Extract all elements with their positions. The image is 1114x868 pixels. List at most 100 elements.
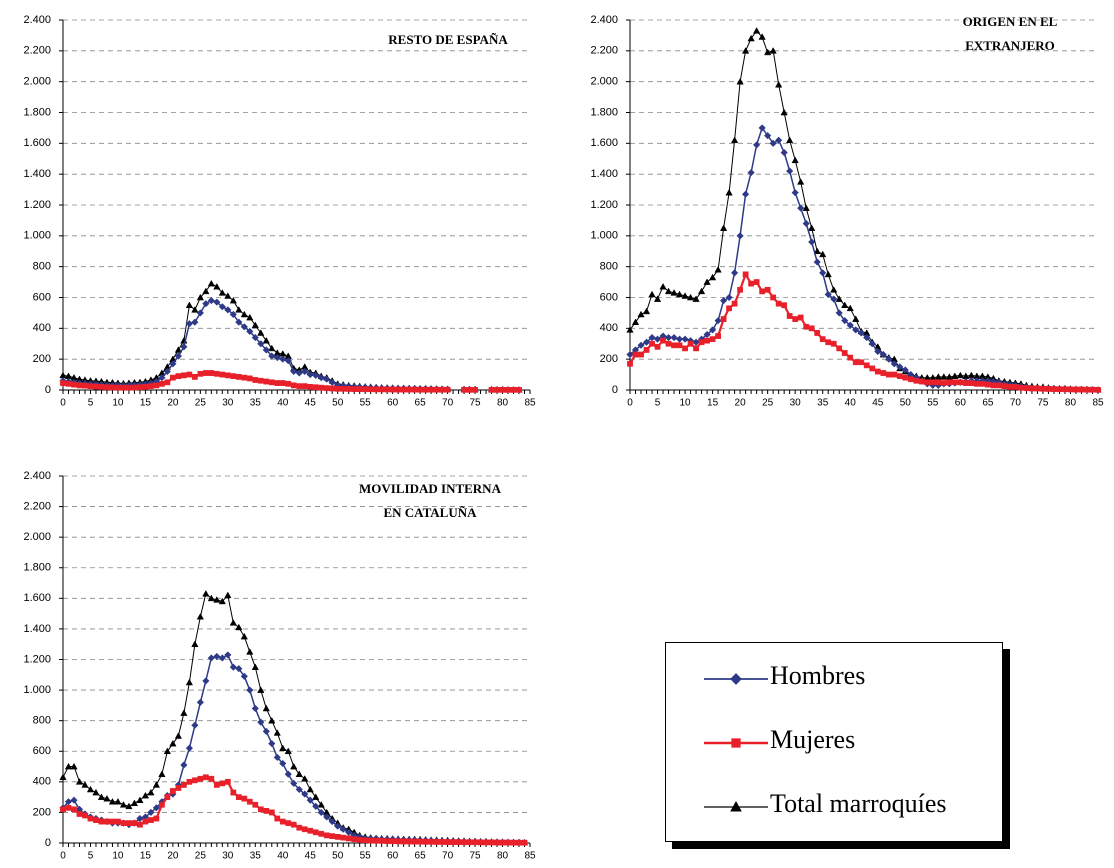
marker — [224, 306, 232, 314]
marker — [759, 288, 766, 295]
marker — [913, 377, 920, 384]
marker — [499, 839, 506, 846]
marker — [763, 131, 772, 140]
marker — [742, 271, 749, 278]
marker — [494, 386, 500, 393]
marker — [317, 808, 325, 817]
marker — [808, 238, 816, 246]
marker — [852, 359, 859, 366]
marker — [148, 817, 154, 823]
marker — [736, 232, 744, 240]
marker — [455, 839, 462, 845]
marker — [907, 376, 914, 383]
marker — [175, 373, 182, 380]
y-tick-label: 800 — [600, 261, 618, 273]
marker — [670, 289, 678, 296]
marker — [290, 821, 297, 828]
y-tick-label: 0 — [45, 837, 51, 849]
marker — [819, 336, 826, 343]
marker — [406, 838, 413, 845]
marker — [675, 290, 684, 298]
marker — [93, 817, 99, 823]
y-tick-label: 2.400 — [23, 470, 51, 482]
legend-label: Hombres — [770, 661, 866, 690]
marker — [642, 338, 651, 346]
marker — [1018, 384, 1024, 391]
marker — [169, 739, 177, 747]
marker — [59, 773, 67, 781]
marker — [1067, 386, 1074, 393]
marker — [136, 796, 144, 803]
marker — [279, 818, 286, 825]
x-tick-label: 55 — [360, 851, 372, 862]
marker — [213, 596, 221, 603]
marker — [792, 316, 799, 322]
marker — [152, 781, 161, 788]
marker — [93, 383, 99, 390]
marker — [1056, 386, 1063, 393]
marker — [230, 789, 237, 796]
marker — [411, 386, 418, 393]
marker — [433, 386, 440, 393]
chart-title: ORIGEN EN EL EXTRANJERO — [962, 14, 1058, 53]
marker — [786, 313, 793, 319]
marker — [230, 373, 237, 380]
marker — [196, 612, 204, 620]
marker — [323, 813, 331, 821]
marker — [1084, 386, 1090, 393]
y-tick-label: 400 — [600, 322, 618, 334]
x-tick-label: 75 — [469, 851, 481, 862]
marker — [246, 798, 253, 805]
marker — [224, 651, 232, 659]
marker — [246, 375, 253, 382]
marker — [466, 386, 473, 393]
marker — [505, 386, 511, 393]
marker — [148, 383, 154, 390]
marker — [896, 373, 903, 380]
marker — [224, 591, 232, 599]
marker — [935, 379, 942, 386]
marker — [252, 377, 259, 383]
marker — [395, 386, 402, 393]
marker — [384, 386, 391, 393]
marker — [64, 762, 73, 770]
marker — [273, 729, 281, 736]
marker — [207, 296, 215, 305]
marker — [516, 839, 522, 846]
marker — [142, 384, 149, 390]
marker — [125, 802, 133, 810]
marker — [835, 309, 843, 317]
marker — [137, 821, 143, 828]
marker — [208, 775, 215, 782]
marker — [719, 296, 728, 305]
marker — [868, 340, 876, 348]
x-tick-label: 10 — [112, 398, 124, 409]
y-tick-label: 600 — [33, 745, 51, 757]
marker — [153, 382, 160, 389]
marker — [714, 316, 722, 325]
marker — [643, 347, 650, 353]
marker — [147, 808, 155, 817]
x-tick-label: 30 — [222, 398, 234, 409]
marker — [196, 309, 205, 317]
marker — [984, 381, 991, 388]
y-tick-label: 1.000 — [590, 230, 618, 242]
marker — [312, 384, 319, 391]
marker — [781, 302, 788, 309]
marker — [312, 802, 320, 810]
marker — [748, 280, 755, 287]
marker — [510, 839, 517, 846]
x-tick-label: 20 — [167, 851, 179, 862]
marker — [704, 337, 710, 344]
marker — [1051, 386, 1057, 392]
marker — [262, 346, 270, 354]
marker — [764, 286, 771, 293]
series-line — [62, 282, 519, 391]
y-tick-label: 800 — [33, 715, 51, 727]
marker — [191, 721, 199, 729]
marker — [1040, 385, 1046, 392]
marker — [753, 279, 760, 285]
marker — [65, 804, 72, 811]
x-tick-label: 60 — [955, 398, 967, 409]
